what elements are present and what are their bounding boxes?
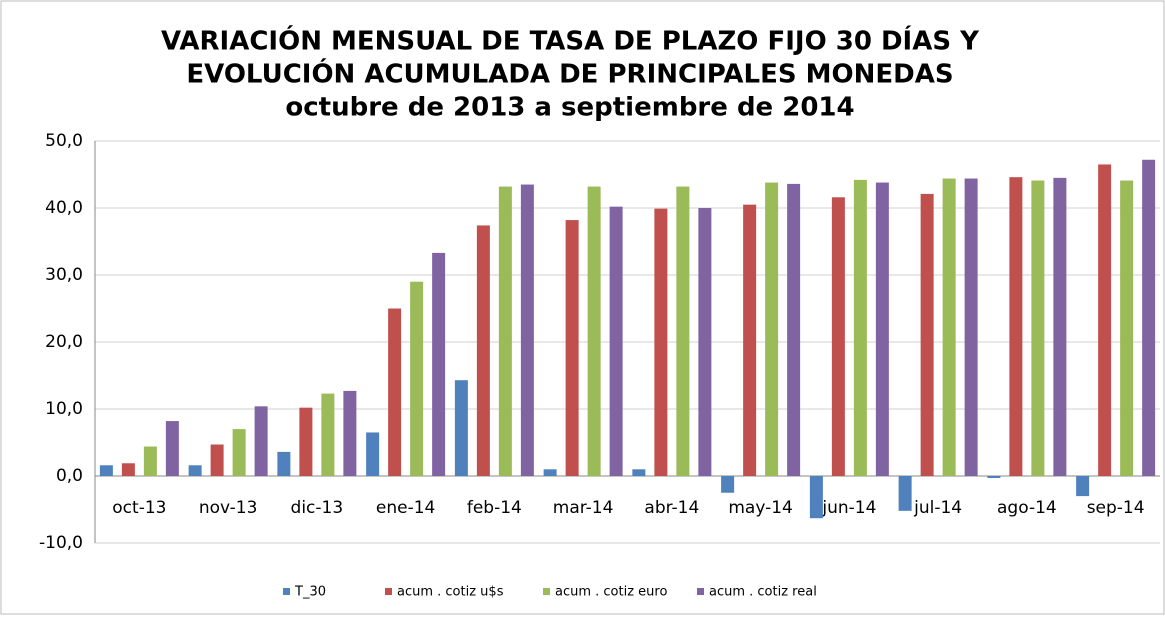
y-tick-label: 30,0 <box>45 265 83 285</box>
bar <box>188 465 202 476</box>
bar <box>875 182 889 477</box>
bar <box>721 476 735 493</box>
y-tick-label: 0,0 <box>56 466 83 486</box>
bar <box>920 193 934 476</box>
x-tick-label: oct-13 <box>112 498 166 518</box>
bar <box>321 393 335 476</box>
legend-swatch <box>385 588 392 595</box>
bar <box>1009 177 1023 476</box>
y-tick-label: 10,0 <box>45 399 83 419</box>
x-tick-label: ene-14 <box>376 498 435 518</box>
bar <box>476 225 490 476</box>
legend-swatch <box>283 588 290 595</box>
x-tick-label: mar-14 <box>553 498 614 518</box>
legend-label: T_30 <box>294 585 326 600</box>
chart-title: EVOLUCIÓN ACUMULADA DE PRINCIPALES MONED… <box>186 58 953 90</box>
bar <box>388 308 402 476</box>
bar <box>1098 164 1112 476</box>
bar <box>1031 180 1045 476</box>
y-tick-label: 20,0 <box>45 332 83 352</box>
bar <box>1076 476 1090 497</box>
legend-label: acum . cotiz real <box>709 585 817 600</box>
x-tick-label: sep-14 <box>1087 498 1145 518</box>
legend-label: acum . cotiz euro <box>555 585 667 600</box>
bar <box>632 469 646 476</box>
bar <box>765 182 779 477</box>
bar <box>254 406 268 476</box>
bar <box>543 469 557 476</box>
bar <box>343 390 357 476</box>
bar <box>210 444 224 476</box>
chart-title: octubre de 2013 a septiembre de 2014 <box>285 93 854 123</box>
bar <box>410 281 424 476</box>
bar <box>454 380 468 476</box>
bar <box>299 407 313 476</box>
x-tick-label: abr-14 <box>644 498 699 518</box>
bar <box>121 463 135 476</box>
bar <box>676 186 690 476</box>
legend-swatch <box>697 588 704 595</box>
y-tick-label: 40,0 <box>45 198 83 218</box>
bar <box>853 179 867 477</box>
chart-title: VARIACIÓN MENSUAL DE TASA DE PLAZO FIJO … <box>161 25 980 57</box>
bar <box>1120 180 1134 476</box>
x-tick-label: may-14 <box>728 498 793 518</box>
bar <box>565 220 579 476</box>
bar <box>99 465 113 476</box>
x-tick-label: feb-14 <box>467 498 522 518</box>
bar <box>809 476 823 519</box>
bar <box>587 186 601 476</box>
bar <box>654 208 668 477</box>
bar <box>277 451 291 476</box>
bar <box>609 206 623 476</box>
bar <box>520 184 534 477</box>
bar <box>432 252 446 476</box>
x-tick-label: nov-13 <box>199 498 258 518</box>
legend-label: acum . cotiz u$s <box>397 585 504 600</box>
bar <box>143 446 157 476</box>
bar <box>787 183 801 476</box>
bar <box>898 476 912 511</box>
bar <box>366 432 380 476</box>
legend-swatch <box>543 588 550 595</box>
bar <box>698 208 712 476</box>
x-tick-label: ago-14 <box>997 498 1057 518</box>
bar <box>1142 159 1156 476</box>
bar <box>165 421 179 476</box>
y-tick-label: 50,0 <box>45 131 83 151</box>
x-tick-label: jun-14 <box>821 498 876 518</box>
bar <box>498 186 512 476</box>
bar <box>743 204 757 476</box>
x-tick-label: dic-13 <box>291 498 344 518</box>
y-tick-label: -10,0 <box>39 533 83 553</box>
bar <box>831 197 845 476</box>
bar <box>987 476 1001 479</box>
bar <box>942 178 956 476</box>
bar <box>964 178 978 476</box>
bar <box>1053 177 1067 476</box>
x-tick-label: jul-14 <box>913 498 962 518</box>
bar <box>232 429 246 476</box>
